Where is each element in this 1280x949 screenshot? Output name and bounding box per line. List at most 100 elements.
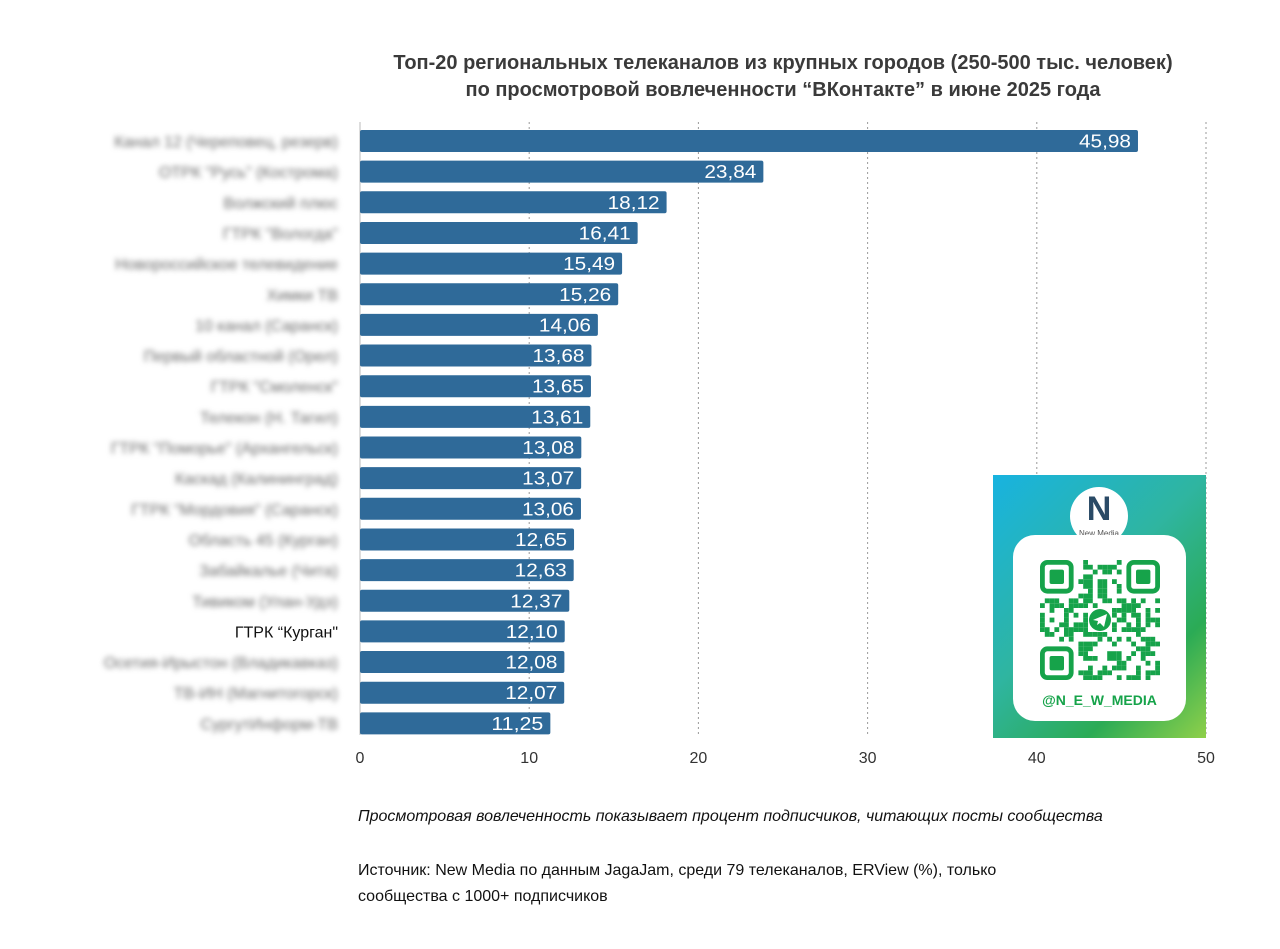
qr-module (1150, 641, 1156, 647)
qr-module (1049, 608, 1055, 613)
chart-title-line-1: Топ-20 региональных телеканалов из крупн… (393, 52, 1173, 74)
qr-module (1073, 603, 1079, 608)
qr-module (1083, 646, 1088, 652)
qr-module (1088, 670, 1093, 676)
category-label: ГТРК “Курган" (235, 624, 338, 641)
qr-module (1145, 651, 1151, 656)
qr-module (1088, 579, 1093, 584)
qr-module (1102, 579, 1108, 584)
qr-module (1112, 564, 1117, 570)
qr-module (1097, 564, 1103, 570)
qr-module (1107, 569, 1112, 575)
qr-module (1097, 636, 1103, 642)
bar (360, 375, 591, 398)
qr-module (1040, 622, 1045, 628)
bar (360, 497, 581, 520)
qr-module (1102, 569, 1108, 575)
bar (360, 528, 575, 551)
x-tick-label: 50 (1197, 750, 1215, 767)
qr-module (1126, 627, 1132, 632)
qr-module (1112, 641, 1117, 647)
qr-module (1102, 665, 1108, 671)
bar (360, 436, 582, 459)
qr-module (1102, 584, 1108, 589)
qr-module (1092, 675, 1098, 680)
qr-module (1088, 656, 1093, 661)
qr-finder-center (1049, 569, 1064, 584)
qr-module (1088, 641, 1093, 647)
qr-module (1092, 603, 1098, 608)
qr-module (1068, 598, 1074, 604)
qr-module (1121, 660, 1127, 666)
qr-module (1145, 622, 1151, 628)
qr-module (1121, 612, 1127, 618)
qr-module (1145, 641, 1151, 647)
qr-module (1097, 584, 1103, 589)
bar (360, 130, 1138, 152)
qr-module (1126, 622, 1132, 628)
bar (360, 160, 764, 183)
qr-module (1102, 593, 1108, 599)
category-label: Забайкалье (Чита) (199, 563, 338, 580)
qr-module (1073, 627, 1079, 632)
qr-module (1116, 651, 1122, 656)
bar-value-label: 12,10 (506, 622, 558, 642)
qr-module (1092, 656, 1098, 661)
qr-module (1155, 598, 1160, 604)
qr-module (1107, 598, 1112, 604)
qr-module (1073, 612, 1079, 618)
qr-module (1064, 612, 1069, 618)
qr-module (1107, 651, 1112, 656)
qr-module (1083, 617, 1088, 623)
qr-module (1136, 627, 1141, 632)
qr-module (1064, 608, 1069, 613)
qr-module (1059, 636, 1064, 642)
qr-module (1102, 588, 1108, 594)
bar (360, 405, 591, 428)
qr-module (1140, 627, 1146, 632)
qr-module (1155, 665, 1160, 671)
qr-module (1116, 598, 1122, 604)
qr-module (1102, 632, 1108, 637)
category-label: ТВ-ИН (Магнитогорск) (174, 686, 338, 703)
bars: 45,98 23,84 18,12 16,41 15,49 15,26 14,06 13,68… (360, 130, 1138, 735)
telegram-plane-icon (1093, 614, 1107, 627)
qr-module (1121, 603, 1127, 608)
qr-code-icon[interactable] (1040, 560, 1160, 680)
category-label: ГТРК "Мордовия" (Саранск) (131, 502, 338, 519)
qr-module (1049, 632, 1055, 637)
qr-card[interactable]: N New Media @N_E_W_MEDIA (993, 475, 1206, 738)
qr-module (1097, 579, 1103, 584)
category-labels: Канал 12 (Череповец, резерв) ОТРК "Русь" … (104, 134, 338, 733)
qr-module (1064, 632, 1069, 637)
source-line-1: Источник: New Media по данным JagaJam, с… (358, 862, 997, 879)
qr-module (1083, 574, 1088, 580)
qr-module (1064, 617, 1069, 623)
qr-module (1126, 603, 1132, 608)
qr-module (1083, 651, 1088, 656)
bar-value-label: 18,12 (608, 193, 660, 213)
source-line-2: сообщества с 1000+ подписчиков (358, 888, 608, 905)
qr-module (1049, 617, 1055, 623)
qr-module (1155, 670, 1160, 676)
qr-module (1083, 584, 1088, 589)
qr-module (1078, 646, 1084, 652)
qr-module (1078, 670, 1084, 676)
bar-value-label: 11,25 (491, 714, 543, 734)
qr-module (1049, 598, 1055, 604)
qr-module (1136, 622, 1141, 628)
qr-module (1131, 641, 1136, 647)
qr-module (1083, 612, 1088, 618)
qr-module (1136, 646, 1141, 652)
qr-module (1131, 603, 1136, 608)
qr-module (1073, 622, 1079, 628)
qr-module (1121, 617, 1127, 623)
bar-value-label: 12,63 (515, 561, 567, 581)
qr-module (1150, 670, 1156, 676)
qr-module (1078, 627, 1084, 632)
telegram-handle[interactable]: @N_E_W_MEDIA (1042, 692, 1157, 708)
qr-module (1116, 569, 1122, 575)
qr-module (1068, 608, 1074, 613)
qr-module (1121, 608, 1127, 613)
bar (360, 467, 582, 490)
